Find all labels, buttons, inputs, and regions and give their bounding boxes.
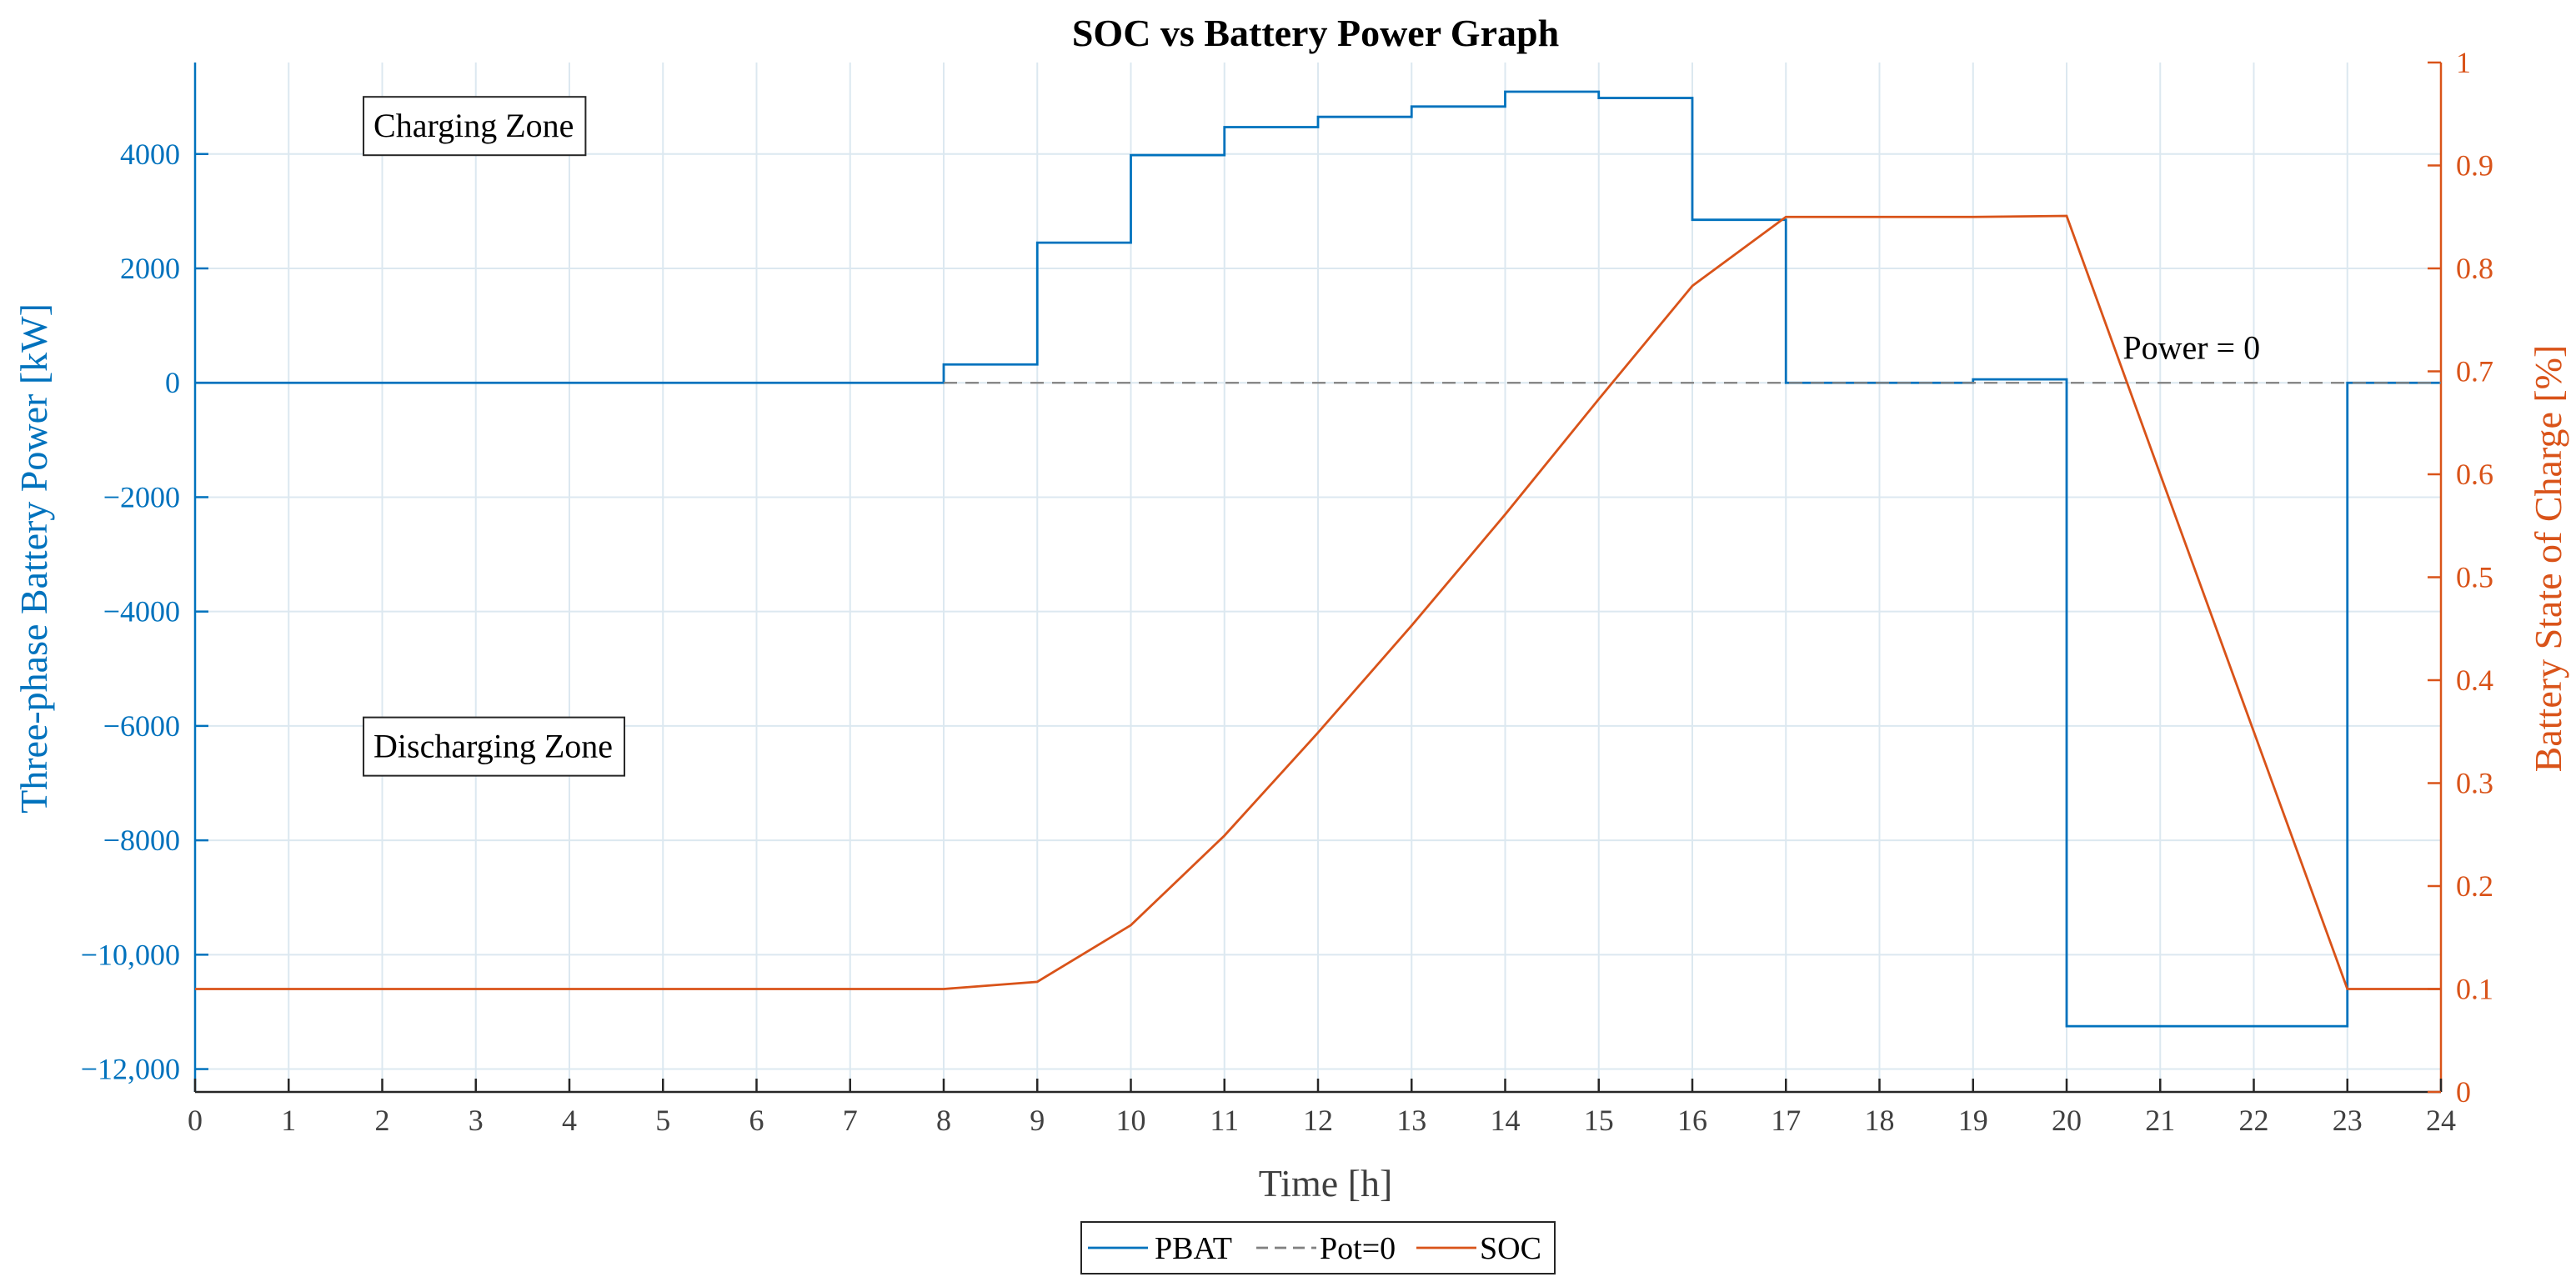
y-left-tick-label: 0 [165, 366, 180, 399]
y-right-tick-label: 0.9 [2456, 149, 2493, 183]
series-line-soc [195, 214, 2441, 990]
annotation-text: Discharging Zone [373, 728, 613, 765]
x-tick-label: 11 [1210, 1104, 1239, 1137]
y-right-tick-label: 0.3 [2456, 767, 2493, 800]
x-tick-label: 9 [1030, 1104, 1045, 1137]
x-tick-label: 21 [2145, 1104, 2175, 1137]
y-right-tick-label: 0.1 [2456, 973, 2493, 1006]
x-tick-label: 5 [655, 1104, 670, 1137]
x-tick-label: 7 [843, 1104, 858, 1137]
y-left-tick-label: 4000 [120, 138, 180, 171]
y-left-tick-label: −6000 [103, 709, 180, 743]
y-left-tick-label: −8000 [103, 824, 180, 857]
y-right-tick-label: 0.2 [2456, 869, 2493, 903]
x-tick-label: 23 [2333, 1104, 2363, 1137]
x-tick-label: 22 [2239, 1104, 2269, 1137]
y-right-tick-label: 0.7 [2456, 355, 2493, 388]
legend-label: PBAT [1155, 1231, 1232, 1266]
legend-label: SOC [1480, 1231, 1541, 1266]
y-right-axis-label: Battery State of Charge [%] [2527, 345, 2569, 773]
x-tick-label: 8 [936, 1104, 951, 1137]
chart-title: SOC vs Battery Power Graph [1072, 12, 1559, 54]
x-tick-label: 16 [1677, 1104, 1707, 1137]
y-left-tick-label: −10,000 [81, 938, 180, 971]
y-right-tick-label: 0 [2456, 1075, 2471, 1109]
x-tick-label: 13 [1396, 1104, 1426, 1137]
x-tick-label: 24 [2426, 1104, 2456, 1137]
x-tick-label: 19 [1958, 1104, 1988, 1137]
x-tick-label: 14 [1491, 1104, 1521, 1137]
x-tick-label: 17 [1771, 1104, 1801, 1137]
x-tick-label: 3 [469, 1104, 484, 1137]
y-left-tick-label: −12,000 [81, 1053, 180, 1086]
x-tick-label: 2 [375, 1104, 390, 1137]
series-line-pbat [195, 90, 2441, 1028]
x-tick-label: 6 [749, 1104, 764, 1137]
axes: 0 1 2 3 4 5 6 7 8 9 10 11 12 13 14 15 16 17 18 19 20 21 22 23 24… [81, 46, 2493, 1137]
annotation-text: Power = 0 [2122, 328, 2260, 366]
annotations: Charging Zone Discharging Zone Power = 0 [363, 96, 2260, 777]
annotation-box [363, 96, 587, 157]
annotation-text: Charging Zone [373, 107, 574, 144]
y-right-tick-label: 1 [2456, 46, 2471, 79]
grid [194, 63, 2442, 1092]
y-right-tick-label: 0.8 [2456, 252, 2493, 285]
legend-label: Pot=0 [1320, 1231, 1396, 1266]
legend: PBAT Pot=0 SOC [1080, 1221, 1556, 1274]
y-right-tick-label: 0.5 [2456, 561, 2493, 594]
x-tick-label: 18 [1865, 1104, 1895, 1137]
x-tick-label: 20 [2052, 1104, 2082, 1137]
y-left-axis-label: Three-phase Battery Power [kW] [13, 303, 55, 814]
x-tick-label: 4 [562, 1104, 577, 1137]
y-right-tick-label: 0.4 [2456, 664, 2493, 697]
x-tick-label: 0 [188, 1104, 203, 1137]
annotation-box [363, 716, 626, 777]
x-tick-label: 1 [281, 1104, 296, 1137]
x-tick-label: 10 [1116, 1104, 1146, 1137]
x-tick-label: 15 [1584, 1104, 1614, 1137]
y-right-tick-label: 0.6 [2456, 458, 2493, 491]
x-tick-label: 12 [1303, 1104, 1333, 1137]
y-left-tick-label: −2000 [103, 480, 180, 513]
series-lines [195, 90, 2441, 1028]
y-left-tick-label: −4000 [103, 595, 180, 628]
y-left-tick-label: 2000 [120, 252, 180, 285]
x-axis-label: Time [h] [1259, 1162, 1393, 1204]
